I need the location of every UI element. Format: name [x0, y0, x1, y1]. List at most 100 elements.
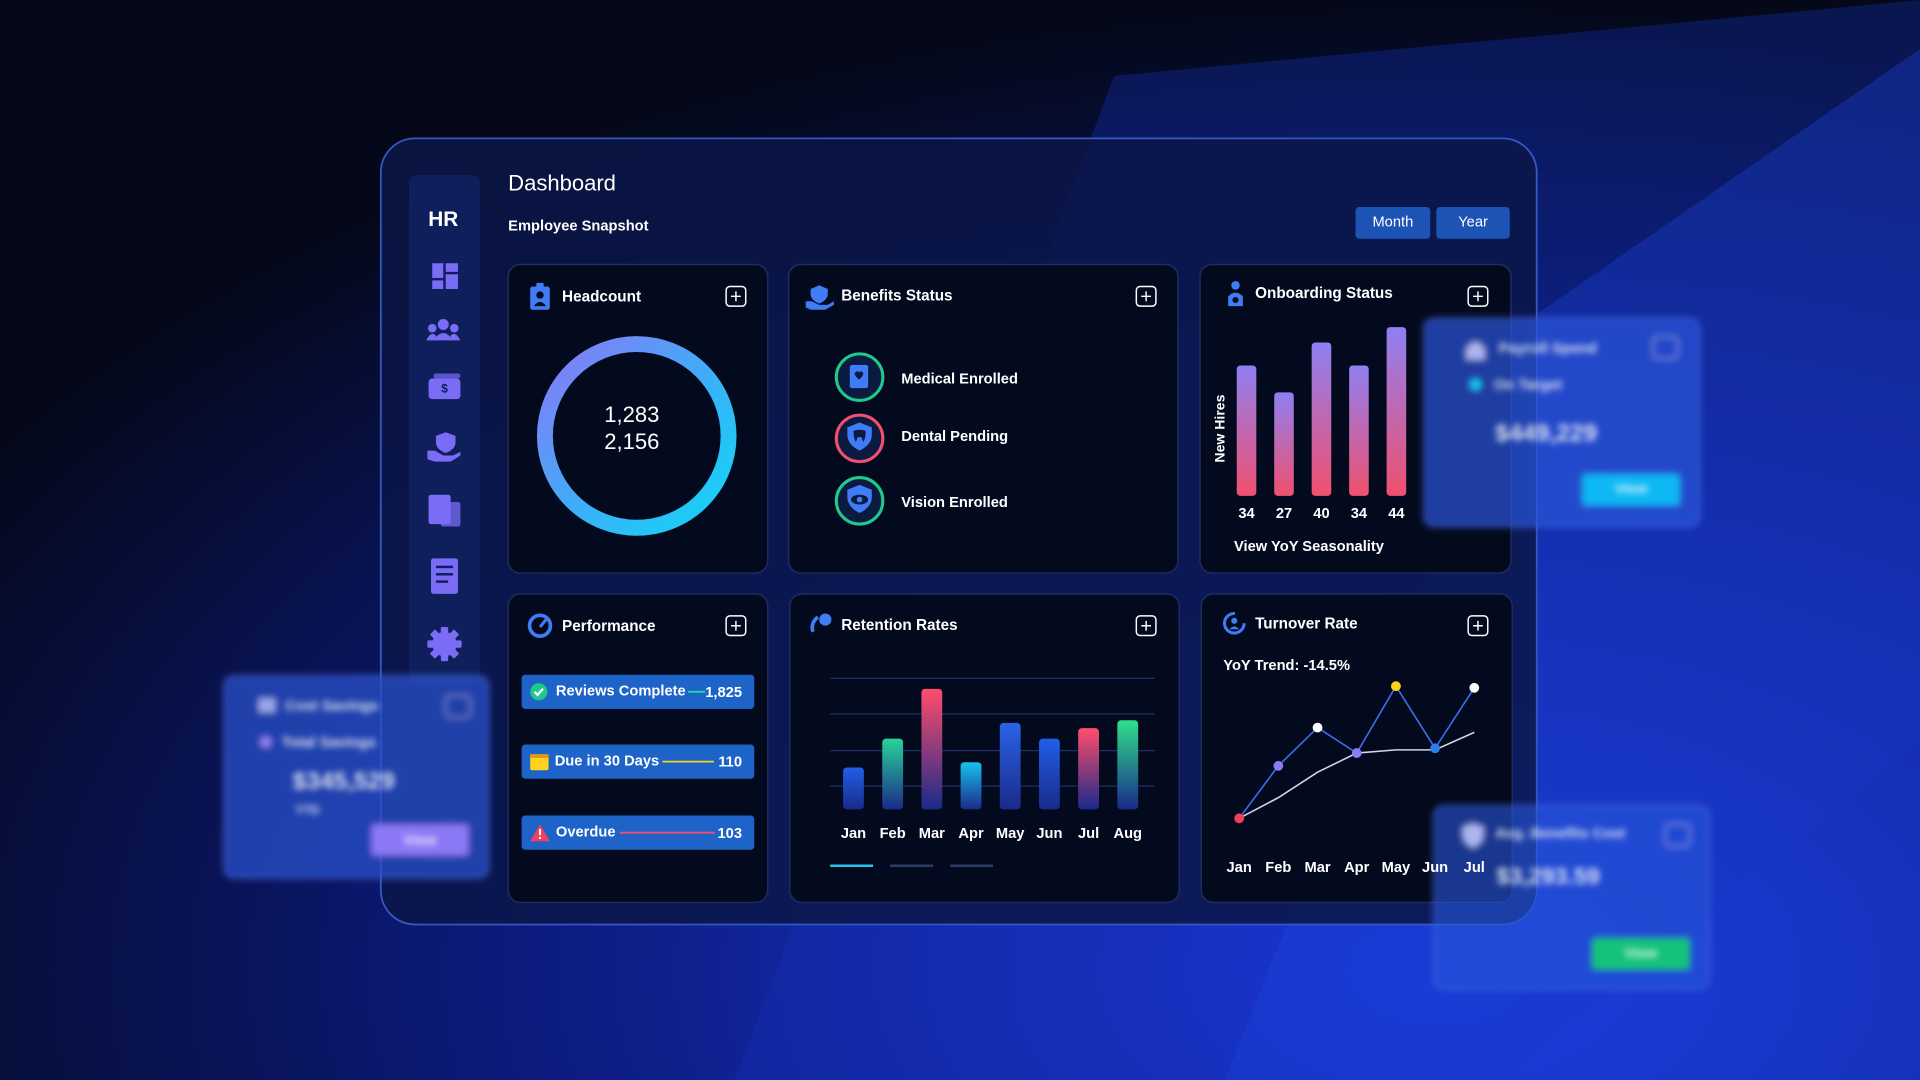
add-button[interactable]	[725, 285, 747, 307]
row-label: Overdue	[556, 825, 616, 841]
headcount-value: 1,283	[604, 402, 659, 427]
bar	[1038, 738, 1060, 810]
nav-payroll[interactable]: $	[428, 373, 461, 400]
bar	[1236, 365, 1257, 496]
cost-savings-card	[223, 675, 490, 879]
x-tick-label: Aug	[1113, 826, 1142, 842]
annotation-link[interactable]: View YoY Seasonality	[1234, 539, 1385, 555]
card-title: Benefits Status	[841, 287, 952, 304]
card-title: Turnover Rate	[1255, 616, 1358, 633]
page-title: Dashboard	[508, 171, 616, 196]
benefits-icon	[805, 285, 834, 310]
side-card-amount: $3,293.59	[1496, 863, 1600, 889]
point	[1391, 681, 1401, 692]
side-card-button: View	[1614, 482, 1648, 498]
side-card-amount: $449,229	[1495, 420, 1597, 447]
turnover-icon	[1222, 611, 1246, 635]
nav-people[interactable]	[426, 318, 461, 341]
bar	[1386, 327, 1407, 496]
add-button[interactable]	[1467, 285, 1489, 307]
nav-settings[interactable]	[427, 626, 462, 662]
retention-icon	[810, 613, 832, 633]
side-card-note: YTD	[295, 803, 320, 817]
vision-icon	[834, 476, 885, 526]
benefits-cost-text: Avg. Benefits Cost $3,293.59 View	[1495, 826, 1658, 962]
bar	[1078, 728, 1099, 810]
x-tick-label: Mar	[1304, 860, 1330, 876]
x-tick-label: Jan	[1227, 860, 1252, 876]
benefits-card	[787, 263, 1179, 574]
side-card-button: View	[1624, 946, 1658, 962]
month-button-label[interactable]: Month	[1372, 215, 1413, 231]
payroll-text: Payroll Spend On Target $449,229 View	[1494, 341, 1648, 498]
x-tick-label: Apr	[958, 826, 984, 842]
x-tick-label: Jun	[1422, 860, 1448, 876]
value-label: 40	[1313, 506, 1329, 522]
nav-reports[interactable]	[428, 494, 461, 527]
overdue-row	[521, 815, 755, 850]
headcount-icon	[530, 282, 550, 310]
x-tick-label: Feb	[1265, 860, 1291, 876]
bar	[921, 688, 943, 810]
x-tick-label: Jul	[1464, 860, 1485, 876]
month-button[interactable]	[1355, 206, 1431, 239]
due-row	[521, 744, 755, 779]
bar	[1349, 365, 1369, 496]
nav-benefits[interactable]	[427, 432, 461, 462]
row-value: 110	[718, 755, 742, 771]
x-tick-label: Mar	[919, 826, 945, 842]
medical-icon	[834, 352, 885, 402]
benefit-label: Vision Enrolled	[901, 495, 1008, 511]
add-button[interactable]	[1467, 615, 1489, 637]
bar	[999, 722, 1021, 810]
page-subtitle: Employee Snapshot	[508, 218, 648, 234]
row-label: Reviews Complete	[556, 684, 686, 700]
point	[1469, 682, 1480, 693]
add-button[interactable]	[1135, 285, 1157, 307]
sidebar	[408, 175, 480, 687]
x-tick-label: Jun	[1036, 826, 1062, 842]
cost-savings-text: Cost Savings Total Savings $345,529 YTD …	[282, 698, 438, 849]
performance-icon	[527, 613, 553, 638]
year-button[interactable]	[1436, 206, 1510, 239]
add-button[interactable]	[725, 615, 747, 637]
bar	[843, 767, 864, 810]
bar	[960, 762, 982, 810]
x-tick-label: Feb	[880, 826, 906, 842]
x-tick-label: Jan	[841, 826, 866, 842]
annotation: YoY Trend: -14.5%	[1223, 658, 1350, 674]
payroll-card	[1423, 317, 1701, 528]
row-label: Due in 30 Days	[555, 754, 660, 770]
x-tick-label: May	[996, 826, 1025, 842]
side-card-legend: Total Savings	[282, 735, 376, 751]
value-label: 34	[1351, 506, 1368, 522]
card-title: Onboarding Status	[1255, 285, 1393, 302]
x-tick-label: Apr	[1344, 860, 1370, 876]
side-card-legend: On Target	[1494, 378, 1562, 394]
bar	[1311, 342, 1332, 496]
add-button[interactable]	[1135, 615, 1157, 637]
brand: HR	[428, 208, 458, 231]
year-button-label[interactable]: Year	[1458, 215, 1488, 231]
side-card-title: Payroll Spend	[1499, 341, 1597, 357]
side-card-title: Avg. Benefits Cost	[1495, 826, 1625, 842]
benefit-label: Medical Enrolled	[901, 371, 1018, 387]
point	[1273, 760, 1284, 771]
headcount-value: 2,156	[604, 429, 659, 454]
point	[1312, 722, 1323, 733]
value-label: 34	[1238, 506, 1255, 522]
svg-text:$: $	[441, 382, 448, 396]
point	[1430, 743, 1440, 754]
nav-documents[interactable]	[431, 558, 458, 594]
onboarding-icon	[1228, 281, 1243, 307]
x-tick-label: May	[1382, 860, 1411, 876]
value-label: 27	[1276, 506, 1292, 522]
dental-icon	[834, 413, 885, 464]
card-title: Retention Rates	[841, 617, 957, 634]
bar	[1274, 392, 1294, 496]
y-axis-label: New Hires	[1212, 394, 1228, 462]
nav-dashboard[interactable]	[432, 263, 458, 289]
retention-card	[789, 593, 1180, 904]
